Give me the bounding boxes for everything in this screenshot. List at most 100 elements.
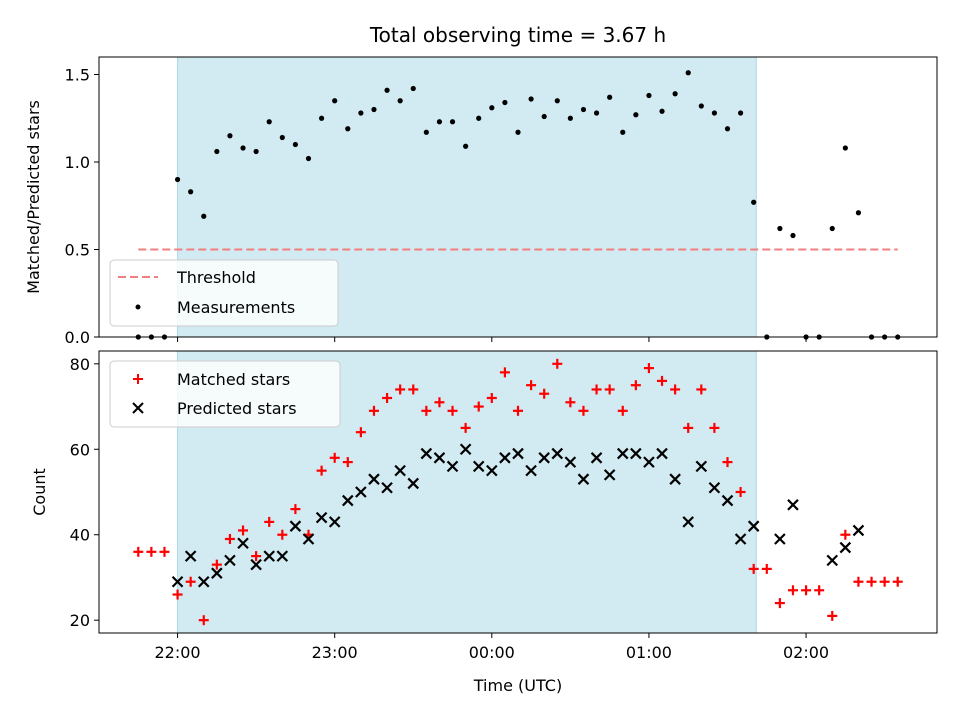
matched-star-point (643, 363, 654, 374)
predicted-star-point (368, 473, 380, 485)
measurement-point (188, 189, 194, 195)
y-tick-label: 80 (70, 355, 90, 374)
matched-star-point (657, 375, 668, 386)
y-tick-label: 40 (70, 526, 90, 545)
matched-star-point (185, 576, 196, 587)
count-axes-frame (98, 350, 938, 634)
predicted-star-point (774, 533, 786, 545)
measurement-point (371, 106, 377, 113)
measurement-point (201, 213, 207, 219)
measurement-point (358, 110, 364, 116)
matched-star-point (892, 576, 903, 587)
predicted-star-point (355, 486, 367, 498)
x-tick-label: 02:00 (783, 643, 829, 662)
matched-star-point (329, 452, 340, 463)
measurement-point (214, 148, 220, 155)
measurement-point (607, 94, 613, 100)
y-tick-label: 20 (70, 611, 90, 630)
predicted-star-point (630, 447, 642, 460)
measurement-point (659, 108, 665, 114)
predicted-star-point (446, 460, 459, 473)
measurement-point (567, 115, 573, 121)
measurement-point (633, 112, 639, 118)
measurement-point (855, 210, 862, 216)
predicted-star-point (407, 477, 420, 490)
matched-star-point (434, 397, 445, 408)
matched-star-point (552, 358, 563, 369)
matched-star-point (290, 504, 301, 515)
ratio-y-ticks: 0.0 0.5 1.0 1.5 (65, 66, 99, 347)
predicted-star-point (643, 456, 655, 468)
predicted-star-point (734, 533, 747, 545)
measurement-point (332, 98, 338, 104)
measurement-point (318, 115, 325, 121)
measurement-point (698, 103, 704, 109)
measurement-point (515, 129, 521, 135)
predicted-star-point (171, 575, 184, 588)
ratio-axes-frame (98, 56, 938, 338)
predicted-star-point (616, 447, 629, 460)
measurement-point (476, 115, 482, 121)
matched-star-point (238, 525, 249, 536)
matched-star-point (722, 457, 733, 468)
predicted-star-point (197, 575, 210, 588)
predicted-star-point (512, 447, 524, 460)
matched-star-point (211, 559, 222, 570)
predicted-star-point (656, 447, 668, 460)
matched-star-point (460, 422, 471, 433)
matched-star-point (761, 563, 772, 574)
measurement-point (449, 119, 456, 125)
predicted-star-point (551, 447, 564, 460)
predicted-star-point (695, 460, 708, 473)
predicted-star-point (472, 460, 485, 473)
measurement-point (685, 70, 691, 76)
predicted-star-point (433, 452, 446, 464)
matched-star-point (382, 393, 393, 403)
measurement-point (266, 119, 272, 125)
matched-star-point (198, 615, 209, 626)
predicted-star-point (486, 464, 498, 477)
predicted-star-point (276, 550, 289, 562)
x-axis-label: Time (UTC) (473, 676, 562, 695)
predicted-stars-series (171, 443, 865, 588)
measurement-point (541, 113, 547, 120)
y-tick-label: 0.5 (65, 241, 90, 260)
measurement-point (528, 96, 534, 102)
predicted-star-point (315, 511, 328, 524)
predicted-star-point (211, 567, 223, 579)
matched-star-point (774, 598, 785, 609)
legend-predicted-swatch (132, 402, 144, 414)
matched-star-point (604, 384, 615, 395)
measurement-point (790, 232, 796, 239)
measurement-point (410, 85, 416, 92)
y-tick-label: 60 (70, 440, 90, 459)
predicted-star-point (590, 452, 603, 464)
measurement-point (593, 110, 600, 116)
matched-star-point (172, 589, 183, 600)
ratio-panel: 0.0 0.5 1.0 1.5 Matched/Predicted stars Thr… (24, 56, 938, 347)
matched-star-point (526, 380, 537, 391)
y-tick-label: 0.0 (65, 328, 90, 347)
matched-star-point (539, 388, 550, 399)
predicted-star-point (564, 456, 577, 468)
measurement-point (227, 133, 233, 139)
predicted-star-point (237, 537, 249, 550)
measurement-point (397, 98, 403, 104)
matched-star-point (277, 529, 288, 540)
predicted-star-point (708, 481, 721, 494)
predicted-star-point (839, 541, 852, 554)
predicted-star-point (224, 554, 236, 567)
measurement-point (751, 199, 757, 205)
predicted-star-point (669, 473, 681, 485)
measurement-point (646, 92, 652, 99)
matched-star-point (146, 546, 157, 557)
matched-star-point (264, 516, 275, 527)
predicted-star-point (499, 452, 511, 464)
predicted-star-point (302, 533, 315, 545)
matched-star-point (853, 576, 864, 587)
measurement-point (829, 225, 835, 232)
matched-star-point (395, 384, 406, 395)
predicted-star-point (250, 558, 262, 571)
x-tick-label: 00:00 (469, 643, 515, 662)
